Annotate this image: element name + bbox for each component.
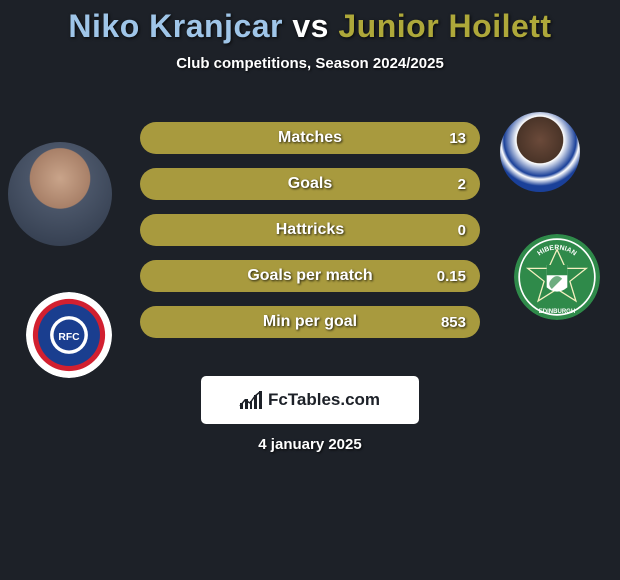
brand-box: FcTables.com bbox=[201, 376, 419, 424]
stats-container: Matches13 Goals2 Hattricks0 Goals per match… bbox=[140, 122, 480, 352]
player1-club-badge: RFC bbox=[26, 292, 112, 378]
hibernian-badge-svg: EDINBURGH HIBERNIAN bbox=[514, 234, 600, 320]
player1-name: Niko Kranjcar bbox=[68, 8, 283, 44]
player2-photo bbox=[500, 112, 580, 192]
stat-row: Hattricks0 bbox=[140, 214, 480, 246]
stat-row: Goals per match0.15 bbox=[140, 260, 480, 292]
stat-label: Hattricks bbox=[140, 214, 480, 246]
player1-face-placeholder bbox=[8, 142, 112, 246]
stat-row: Matches13 bbox=[140, 122, 480, 154]
stat-value-right: 0 bbox=[458, 214, 466, 246]
svg-text:EDINBURGH: EDINBURGH bbox=[539, 309, 575, 315]
stat-value-right: 0.15 bbox=[437, 260, 466, 292]
player2-club-badge: EDINBURGH HIBERNIAN bbox=[514, 234, 600, 320]
player2-face-placeholder bbox=[500, 112, 580, 192]
player2-name: Junior Hoilett bbox=[338, 8, 551, 44]
stat-value-right: 13 bbox=[449, 122, 466, 154]
player1-photo bbox=[8, 142, 112, 246]
rangers-badge-svg: RFC bbox=[26, 292, 112, 378]
brand-text: FcTables.com bbox=[268, 390, 380, 410]
stat-value-right: 2 bbox=[458, 168, 466, 200]
date-text: 4 january 2025 bbox=[0, 436, 620, 453]
title-vs: vs bbox=[292, 8, 338, 44]
subtitle: Club competitions, Season 2024/2025 bbox=[0, 55, 620, 72]
stat-row: Min per goal853 bbox=[140, 306, 480, 338]
stat-value-right: 853 bbox=[441, 306, 466, 338]
stat-label: Min per goal bbox=[140, 306, 480, 338]
stat-row: Goals2 bbox=[140, 168, 480, 200]
stat-label: Goals bbox=[140, 168, 480, 200]
svg-text:RFC: RFC bbox=[58, 332, 80, 343]
brand-line-icon bbox=[239, 390, 263, 410]
stat-label: Matches bbox=[140, 122, 480, 154]
stat-label: Goals per match bbox=[140, 260, 480, 292]
brand-icon bbox=[240, 391, 262, 409]
page-title: Niko Kranjcar vs Junior Hoilett bbox=[0, 0, 620, 45]
